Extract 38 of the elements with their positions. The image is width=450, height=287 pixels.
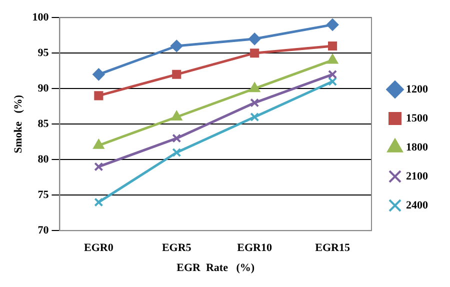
legend-label: 2400: [406, 199, 428, 212]
point: [250, 48, 260, 58]
point: [94, 162, 104, 172]
point: [92, 68, 105, 80]
y-tick-label: 90: [38, 82, 50, 94]
point: [328, 76, 338, 86]
point: [94, 91, 104, 100]
point: [94, 198, 104, 207]
x-axis-title: EGR Rate (%): [176, 262, 255, 274]
x-tick-label: EGR10: [237, 242, 272, 254]
point: [328, 70, 338, 79]
y-tick-label: 85: [38, 118, 50, 130]
point: [249, 82, 260, 92]
y-tick-label: 100: [32, 11, 50, 24]
point: [93, 139, 104, 149]
x-tick-label: EGR15: [315, 242, 350, 254]
y-tick-label: 95: [38, 46, 50, 59]
point: [172, 70, 182, 79]
point: [250, 112, 260, 122]
point: [172, 148, 182, 158]
point: [248, 32, 261, 45]
x-tick-label: EGR0: [84, 242, 114, 254]
legend-label: 1500: [406, 112, 428, 124]
x-tick-label: EGR5: [162, 242, 192, 254]
y-tick-label: 80: [38, 153, 50, 166]
y-tick-label: 70: [38, 224, 50, 236]
legend-label: 2100: [406, 170, 428, 182]
legend-label: 1200: [406, 83, 428, 96]
point: [327, 54, 338, 64]
point: [328, 41, 338, 51]
y-tick-label: 75: [38, 188, 50, 201]
point: [326, 18, 339, 31]
legend-label: 1800: [406, 141, 428, 154]
point: [172, 134, 182, 143]
point: [171, 111, 182, 120]
y-axis-title: Smoke (%): [12, 94, 24, 154]
point: [170, 40, 183, 52]
point: [250, 98, 260, 108]
